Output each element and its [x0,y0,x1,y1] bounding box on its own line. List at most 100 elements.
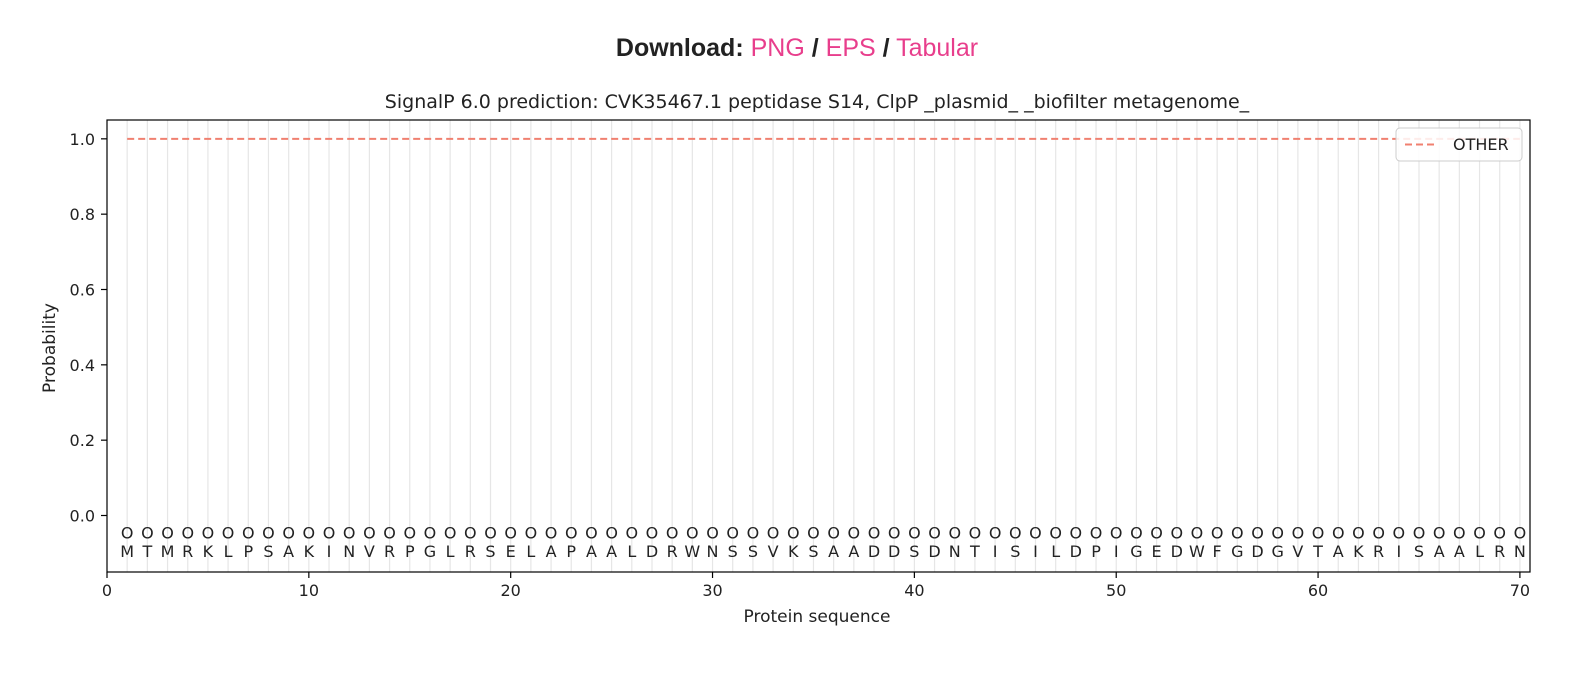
residue-marker: O [1231,523,1244,542]
residue-label: I [1033,542,1038,561]
residue-marker: O [1312,523,1325,542]
residue-label: A [1333,542,1344,561]
y-axis-label: Probability [40,303,60,393]
y-tick-label: 0.2 [70,431,95,450]
residue-label: D [646,542,658,561]
residue-label: G [424,542,436,561]
residue-label: M [161,542,175,561]
chart-title: SignalP 6.0 prediction: CVK35467.1 pepti… [385,91,1250,113]
residue-marker: O [403,523,416,542]
residue-marker-layer: OMOTOMOROKOLOPOSOAOKOIONOVOROPOGOLOROSOE… [120,523,1526,561]
residue-marker: O [464,523,477,542]
residue-marker: O [525,523,538,542]
residue-marker: O [1130,523,1143,542]
residue-marker: O [202,523,215,542]
x-tick-label: 40 [904,581,924,600]
residue-label: I [993,542,998,561]
residue-label: S [485,542,495,561]
residue-label: S [909,542,919,561]
residue-label: A [828,542,839,561]
residue-label: T [969,542,980,561]
residue-marker: O [989,523,1002,542]
residue-marker: O [161,523,174,542]
residue-label: L [224,542,233,561]
residue-label: K [203,542,214,561]
residue-marker: O [181,523,194,542]
residue-label: A [1434,542,1445,561]
residue-label: N [707,542,719,561]
residue-marker: O [1251,523,1264,542]
residue-marker: O [625,523,638,542]
x-tick-label: 30 [702,581,722,600]
x-tick-label: 50 [1106,581,1126,600]
residue-marker: O [1110,523,1123,542]
residue-marker: O [383,523,396,542]
residue-label: G [1271,542,1283,561]
x-tick-label: 10 [299,581,319,600]
residue-marker: O [1090,523,1103,542]
residue-marker: O [1029,523,1042,542]
residue-marker: O [222,523,235,542]
residue-label: N [949,542,961,561]
residue-marker: O [343,523,356,542]
legend-label: OTHER [1453,135,1509,154]
residue-marker: O [908,523,921,542]
residue-label: D [1070,542,1082,561]
residue-marker: O [1049,523,1062,542]
residue-marker: O [787,523,800,542]
residue-marker: O [807,523,820,542]
residue-marker: O [363,523,376,542]
residue-marker: O [1271,523,1284,542]
residue-label: S [1010,542,1020,561]
residue-label: N [343,542,355,561]
download-tabular-link[interactable]: Tabular [896,34,979,62]
residue-marker: O [646,523,659,542]
residue-marker: O [868,523,881,542]
residue-label: S [263,542,273,561]
residue-marker: O [1453,523,1466,542]
residue-marker: O [706,523,719,542]
residue-label: L [1475,542,1484,561]
residue-label: W [684,542,700,561]
residue-marker: O [1332,523,1345,542]
residue-marker: O [141,523,154,542]
residue-marker: O [262,523,275,542]
residue-label: L [446,542,455,561]
residue-marker: O [323,523,336,542]
residue-marker: O [747,523,760,542]
download-png-link[interactable]: PNG [750,34,805,62]
y-tick-label: 0.4 [70,356,95,375]
grid-layer [126,120,1521,572]
residue-marker: O [666,523,679,542]
residue-marker: O [303,523,316,542]
residue-marker: O [726,523,739,542]
residue-label: S [1414,542,1424,561]
y-tick-label: 0.0 [70,507,95,526]
download-separator: / [882,34,890,62]
residue-label: D [928,542,940,561]
legend-box [1395,127,1523,162]
download-eps-link[interactable]: EPS [825,34,876,62]
residue-label: R [384,542,395,561]
download-label: Download: [615,34,744,62]
residue-label: A [606,542,617,561]
residue-label: K [1353,542,1364,561]
plot-frame [106,119,1531,573]
residue-label: A [586,542,597,561]
residue-marker: O [888,523,901,542]
residue-label: P [1091,542,1101,561]
axes-layer: 0 10 20 30 40 50 60 70 0.0 0.2 0.4 0.6 0.8 1.0 [70,119,1531,600]
residue-label: M [120,542,134,561]
residue-label: I [327,542,332,561]
residue-label: R [465,542,476,561]
residue-label: W [1189,542,1205,561]
x-axis-label: Protein sequence [744,607,891,627]
residue-label: N [1514,542,1526,561]
residue-label: D [1171,542,1183,561]
residue-label: S [748,542,758,561]
residue-label: L [526,542,535,561]
residue-label: P [243,542,253,561]
residue-marker: O [1292,523,1305,542]
residue-label: R [182,542,193,561]
